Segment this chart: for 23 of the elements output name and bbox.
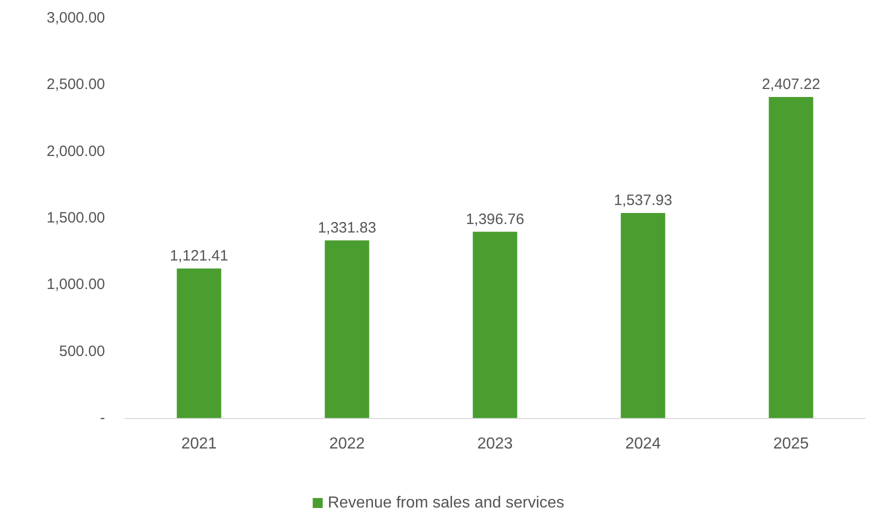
y-tick-label: 1,000.00 [46,276,105,294]
x-tick-label: 2023 [477,436,513,452]
data-label: 2,407.22 [762,76,820,94]
data-label: 1,537.93 [614,192,672,209]
y-tick-label: 1,500.00 [46,210,105,226]
data-label: 1,396.76 [466,210,524,228]
y-tick-label: - [100,410,105,426]
legend-label: Revenue from sales and services [328,494,564,512]
x-tick-label: 2025 [773,436,809,452]
data-label: 1,331.83 [318,219,376,236]
bar [768,97,814,418]
bar [176,268,222,418]
x-tick-label: 2021 [181,436,217,452]
bar [324,240,370,418]
bar [620,212,666,418]
x-tick-label: 2024 [625,436,661,452]
y-tick-label: 2,500.00 [46,76,105,94]
y-tick-label: 3,000.00 [46,10,105,26]
y-tick-label: 500.00 [59,342,105,360]
bar [472,232,518,418]
y-tick-label: 2,000.00 [46,142,105,160]
x-tick-label: 2022 [329,436,365,452]
data-label: 1,121.41 [170,247,228,264]
